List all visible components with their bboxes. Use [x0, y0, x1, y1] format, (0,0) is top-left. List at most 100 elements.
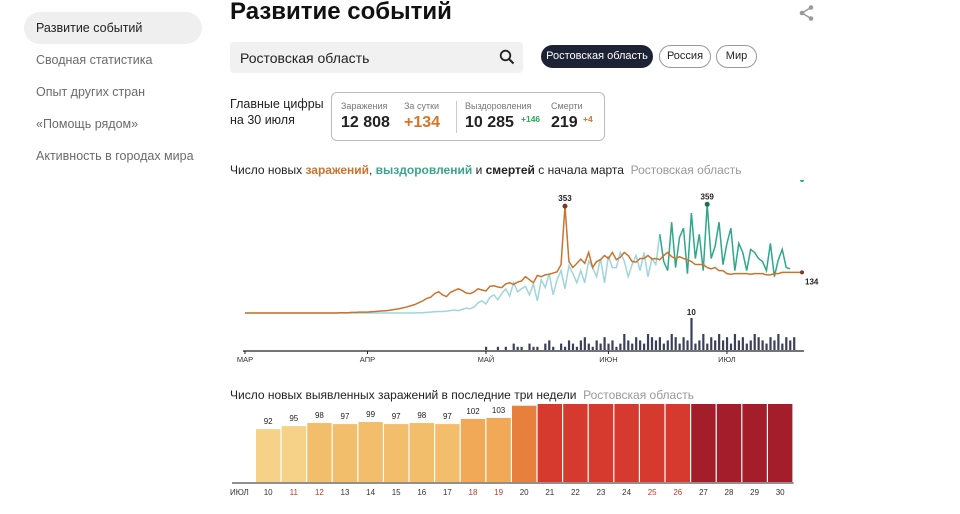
infection-bar — [588, 404, 614, 482]
infections-peak-label: 353 — [558, 194, 572, 203]
key-figures-box: Заражения 12 808 За сутки +134 Выздоровл… — [331, 92, 605, 141]
recoveries-end-label: 146 — [805, 180, 819, 182]
infection-bar — [614, 404, 639, 482]
infection-bar — [768, 404, 793, 482]
infection-bar — [307, 423, 332, 482]
sidebar-item-events[interactable]: Развитие событий — [24, 12, 202, 44]
deaths-peak-label: 10 — [687, 308, 696, 317]
per-day-value: +134 — [404, 114, 441, 131]
deaths-bar — [611, 340, 614, 350]
infections-end-label: 134 — [805, 277, 819, 286]
chart1-title-infections: заражений — [305, 163, 369, 177]
deaths-bar — [706, 343, 709, 350]
day-label: 26 — [673, 488, 682, 497]
deaths-bar — [571, 343, 575, 350]
key-figures-label: Главные цифры на 30 июля — [230, 96, 330, 128]
day-label: 29 — [750, 488, 759, 497]
day-label: 30 — [776, 488, 785, 497]
region-button-rostov[interactable]: Ростовская область — [541, 45, 653, 68]
per-day-caption: За сутки — [404, 101, 440, 111]
deaths-bar — [484, 346, 488, 350]
deaths-bar — [781, 343, 784, 350]
infections-line — [245, 206, 802, 314]
chart2-title-region: Ростовская область — [583, 388, 694, 402]
deaths-bar — [658, 337, 661, 350]
day-label: 23 — [597, 488, 606, 497]
infection-bar — [742, 404, 767, 482]
deaths-bar — [599, 343, 602, 350]
recoveries-peak-marker — [704, 201, 710, 207]
sidebar-item-summary-stats[interactable]: Сводная статистика — [36, 53, 153, 67]
sidebar-item-city-activity[interactable]: Активность в городах мира — [36, 149, 194, 163]
day-label: 19 — [494, 488, 503, 497]
deaths-bar — [710, 337, 713, 350]
deaths-bar — [591, 346, 594, 350]
deaths-bar — [650, 337, 654, 350]
stats-divider — [456, 101, 457, 133]
deaths-bar — [725, 337, 729, 350]
deaths-bar — [615, 346, 618, 350]
day-label: 13 — [341, 488, 350, 497]
infection-bar — [563, 404, 588, 482]
day-label: 27 — [699, 488, 708, 497]
deaths-bar — [761, 340, 764, 350]
day-label: 28 — [725, 488, 734, 497]
infection-bar — [640, 404, 665, 482]
x-tick-label: МАР — [237, 355, 253, 364]
chart2-title: Число новых выявленных заражений в после… — [230, 388, 694, 402]
deaths-bar — [690, 318, 693, 350]
deaths-bar — [662, 343, 665, 350]
day-label: 20 — [520, 488, 529, 497]
deaths-bar — [729, 343, 733, 350]
sidebar: Развитие событий Сводная статистика Опыт… — [24, 12, 202, 172]
search-icon[interactable] — [499, 49, 515, 65]
x-tick-label: ИЮН — [599, 355, 617, 364]
deaths-bar — [714, 340, 717, 350]
sidebar-item-help-nearby[interactable]: «Помощь рядом» — [36, 117, 139, 131]
share-icon[interactable] — [798, 4, 816, 22]
deaths-bar — [737, 340, 740, 350]
region-button-russia[interactable]: Россия — [659, 45, 711, 68]
infections-end-marker — [800, 270, 804, 275]
infections-peak-marker — [562, 203, 568, 209]
chart2-title-text: Число новых выявленных заражений в после… — [230, 388, 577, 402]
x-tick-label: АПР — [360, 355, 375, 364]
day-label: 10 — [264, 488, 273, 497]
deaths-bar — [777, 334, 780, 350]
deaths-bar — [595, 340, 598, 350]
deaths-bar — [496, 346, 500, 350]
chart1-title-and: и — [472, 163, 486, 177]
deaths-bar — [670, 334, 673, 350]
deaths-bar — [765, 343, 768, 350]
region-button-world[interactable]: Мир — [716, 45, 757, 68]
deaths-bar — [678, 343, 681, 350]
deaths-bar — [733, 334, 737, 350]
day-label: 24 — [622, 488, 631, 497]
recoveries-end-marker — [800, 180, 804, 182]
search-input[interactable] — [240, 48, 490, 68]
day-label: 12 — [315, 488, 324, 497]
chart1-title-region: Ростовская область — [630, 163, 742, 177]
sidebar-item-other-countries[interactable]: Опыт других стран — [36, 85, 146, 99]
recoveries-line — [659, 204, 791, 277]
deaths-bar — [642, 343, 646, 350]
infection-bar — [691, 404, 716, 482]
infection-bar — [512, 405, 537, 482]
day-label: 11 — [290, 488, 299, 497]
deaths-bar — [721, 340, 725, 350]
deaths-bar — [532, 346, 535, 350]
day-label: 21 — [545, 488, 554, 497]
chart1-title-deaths: смертей — [485, 163, 535, 177]
deaths-bar — [552, 346, 555, 350]
deaths-bar — [666, 340, 669, 350]
bar-value-label: 92 — [264, 417, 273, 426]
deaths-bar — [773, 340, 776, 350]
deaths-caption: Смерти — [551, 101, 583, 111]
infection-bar — [256, 429, 281, 482]
deaths-bar — [607, 343, 610, 350]
deaths-end-label: 4 — [800, 180, 805, 182]
deaths-bar — [544, 343, 547, 350]
deaths-bar — [631, 343, 634, 350]
infection-bar — [460, 418, 486, 482]
deaths-bar — [627, 340, 630, 350]
